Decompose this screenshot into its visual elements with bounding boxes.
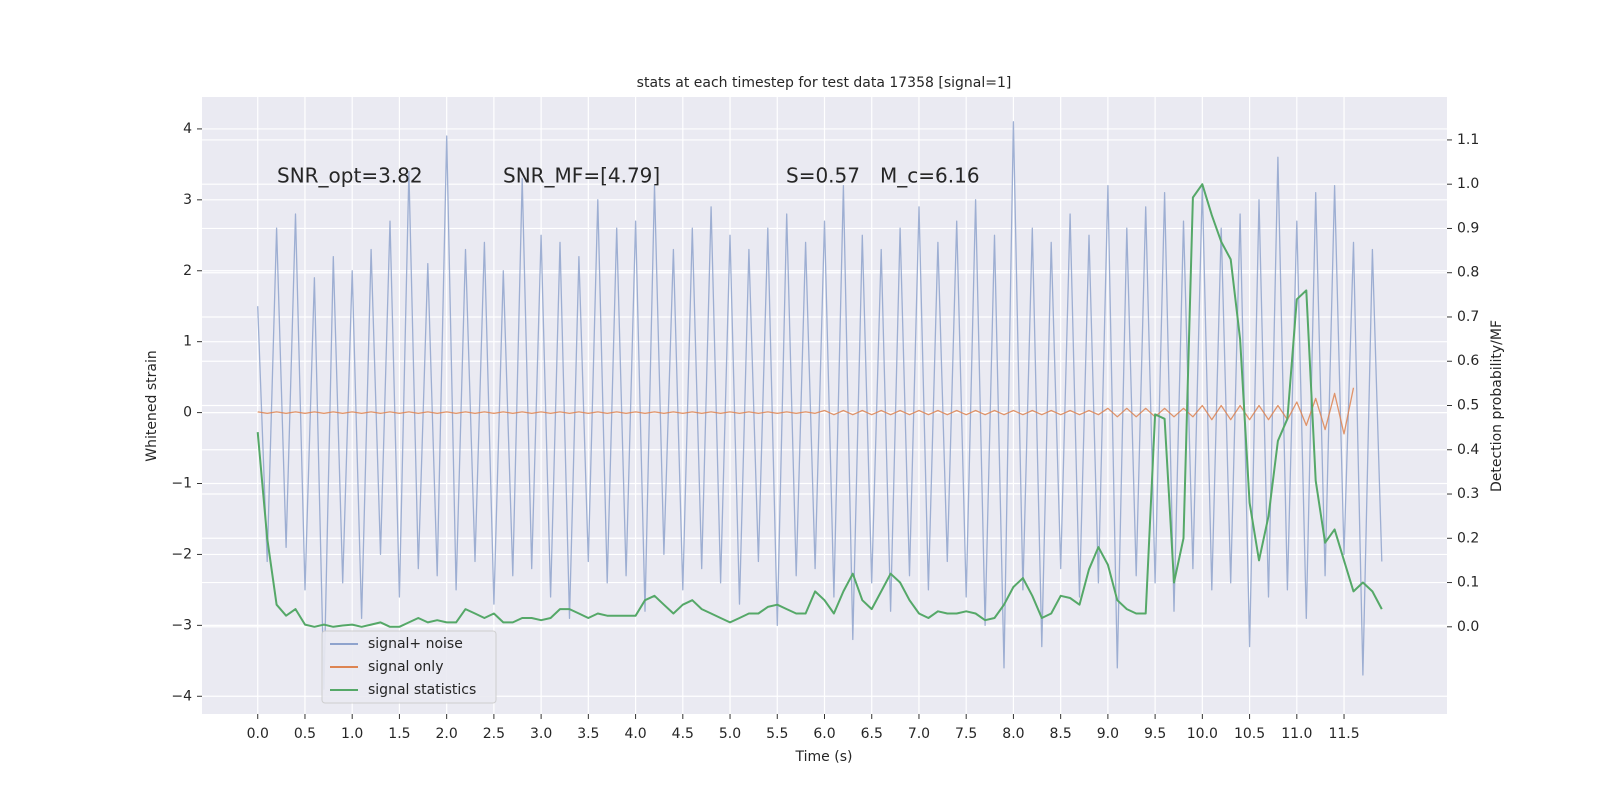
y2-tick-label: 0.4 <box>1457 442 1479 458</box>
x-tick-label: 11.5 <box>1328 726 1359 742</box>
series-line <box>257 387 1355 435</box>
annotation: SNR_MF=[4.79] <box>503 164 660 188</box>
y2-tick-label: 0.2 <box>1457 530 1479 546</box>
x-tick-label: 5.5 <box>766 726 788 742</box>
x-tick-label: 6.0 <box>813 726 835 742</box>
x-tick-label: 11.0 <box>1281 726 1312 742</box>
x-axis-label: Time (s) <box>795 749 853 765</box>
y-tick-label: 0 <box>183 405 192 421</box>
x-tick-label: 3.5 <box>577 726 599 742</box>
x-tick-label: 8.0 <box>1002 726 1024 742</box>
y2-tick-label: 0.1 <box>1457 575 1479 591</box>
y-tick-label: 3 <box>183 192 192 208</box>
x-tick-label: 10.5 <box>1234 726 1265 742</box>
annotation: S=0.57 <box>786 164 860 188</box>
x-tick-label: 10.0 <box>1187 726 1218 742</box>
x-tick-label: 7.5 <box>955 726 977 742</box>
x-tick-label: 2.5 <box>483 726 505 742</box>
x-tick-label: 5.0 <box>719 726 741 742</box>
x-tick-label: 8.5 <box>1050 726 1072 742</box>
y2-tick-label: 0.0 <box>1457 619 1479 635</box>
y2-tick-label: 1.1 <box>1457 132 1479 148</box>
x-tick-label: 2.0 <box>436 726 458 742</box>
annotation: SNR_opt=3.82 <box>277 164 423 188</box>
annotation: M_c=6.16 <box>880 164 980 188</box>
legend-label: signal only <box>368 659 443 675</box>
x-tick-label: 1.0 <box>341 726 363 742</box>
y2-tick-label: 0.7 <box>1457 309 1479 325</box>
x-tick-label: 3.0 <box>530 726 552 742</box>
y2-tick-label: 0.9 <box>1457 220 1479 236</box>
x-tick-label: 4.5 <box>672 726 694 742</box>
chart-title: stats at each timestep for test data 173… <box>637 75 1012 91</box>
y2-tick-label: 0.6 <box>1457 353 1479 369</box>
legend-label: signal+ noise <box>368 636 463 652</box>
legend-label: signal statistics <box>368 682 476 698</box>
series-line <box>256 183 1383 628</box>
y2-tick-label: 0.5 <box>1457 398 1479 414</box>
y-tick-label: 1 <box>183 334 192 350</box>
y-tick-label: −3 <box>171 617 192 633</box>
y2-tick-label: 0.8 <box>1457 265 1479 281</box>
y2-axis-label: Detection probability/MF <box>1489 320 1505 492</box>
y-tick-label: −1 <box>171 476 192 492</box>
x-tick-label: 4.0 <box>624 726 646 742</box>
x-tick-label: 6.5 <box>861 726 883 742</box>
y-tick-label: 4 <box>183 121 192 137</box>
x-tick-label: 0.0 <box>247 726 269 742</box>
x-tick-label: 0.5 <box>294 726 316 742</box>
series-line <box>257 121 1383 690</box>
y-axis-label: Whitened strain <box>144 350 160 461</box>
y-tick-label: 2 <box>183 263 192 279</box>
legend-box <box>321 630 497 704</box>
x-tick-label: 1.5 <box>388 726 410 742</box>
x-tick-label: 7.0 <box>908 726 930 742</box>
y-tick-label: −2 <box>171 546 192 562</box>
x-tick-label: 9.0 <box>1097 726 1119 742</box>
x-tick-label: 9.5 <box>1144 726 1166 742</box>
y-tick-label: −4 <box>171 688 192 704</box>
y2-tick-label: 1.0 <box>1457 176 1479 192</box>
y2-tick-label: 0.3 <box>1457 486 1479 502</box>
